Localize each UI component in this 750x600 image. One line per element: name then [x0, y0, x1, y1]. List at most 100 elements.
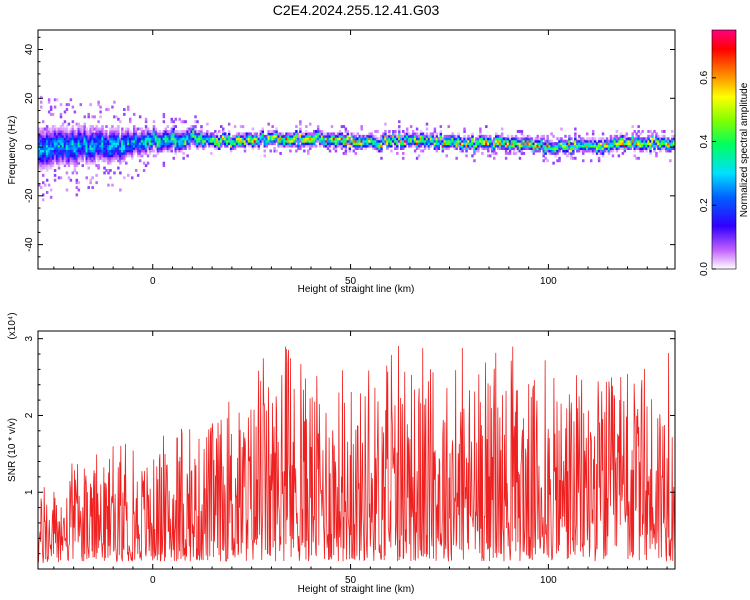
heatmap-cell — [45, 154, 49, 158]
heatmap-cell — [328, 139, 332, 143]
heatmap-cell — [601, 132, 605, 136]
heatmap-cell — [623, 139, 627, 143]
heatmap-cell — [431, 139, 435, 143]
heatmap-cell — [152, 154, 156, 158]
heatmap-cell — [275, 137, 278, 141]
heatmap-cell — [346, 134, 350, 138]
heatmap-cell — [65, 149, 69, 153]
snr-y-tick-label: 1 — [24, 489, 35, 495]
heatmap-cell — [188, 144, 191, 148]
heatmap-cell — [487, 154, 490, 158]
heatmap-cell — [73, 166, 77, 170]
heatmap-cell — [483, 139, 486, 143]
heatmap-cell — [245, 132, 249, 136]
heatmap-cell — [117, 127, 120, 131]
heatmap-cell — [49, 154, 53, 158]
heatmap-cell — [627, 139, 630, 143]
heatmap-cell — [447, 139, 450, 143]
heatmap-cell — [87, 137, 90, 141]
heatmap-cell — [53, 125, 57, 129]
heatmap-cell — [528, 134, 532, 138]
heatmap-cell — [97, 134, 100, 138]
heatmap-cell — [314, 132, 318, 136]
heatmap-cell — [63, 139, 67, 143]
heatmap-cell — [514, 137, 518, 141]
heatmap-cell — [154, 142, 158, 146]
heatmap-cell — [138, 142, 142, 146]
heatmap-cell — [570, 144, 573, 148]
heatmap-cell — [398, 134, 401, 138]
heatmap-cell — [144, 117, 148, 121]
heatmap-cell — [132, 127, 136, 131]
heatmap-cell — [45, 144, 49, 148]
heatmap-cell — [489, 139, 492, 143]
heatmap-cell — [73, 132, 77, 136]
heatmap-cell — [615, 137, 619, 141]
heatmap-cell — [344, 137, 348, 141]
heatmap-cell — [61, 125, 65, 129]
heatmap-cell — [303, 134, 306, 138]
heatmap-cell — [119, 156, 122, 160]
heatmap-cell — [451, 139, 454, 143]
heatmap-cell — [402, 137, 405, 141]
heatmap-cell — [623, 147, 627, 150]
heatmap-cell — [43, 159, 47, 163]
heatmap-cell — [502, 139, 506, 143]
heatmap-cell — [548, 144, 551, 148]
heatmap-cell — [95, 173, 98, 177]
heatmap-cell — [99, 156, 102, 160]
heatmap-cell — [65, 161, 69, 165]
heatmap-cell — [593, 144, 597, 148]
heatmap-cell — [89, 147, 92, 150]
heatmap-cell — [38, 164, 41, 168]
heatmap-cell — [392, 139, 395, 143]
heatmap-cell — [138, 115, 142, 119]
heatmap-cell — [530, 142, 534, 146]
heatmap-cell — [150, 129, 154, 133]
heatmap-cell — [473, 159, 476, 163]
heatmap-cell — [368, 144, 371, 148]
heatmap-cell — [198, 137, 201, 141]
heatmap-cell — [625, 139, 629, 143]
heatmap-cell — [77, 139, 81, 143]
heatmap-cell — [73, 161, 77, 165]
heatmap-cell — [69, 98, 73, 102]
heatmap-cell — [671, 134, 674, 138]
heatmap-cell — [71, 120, 75, 124]
heatmap-cell — [580, 137, 583, 141]
heatmap-cell — [597, 149, 601, 153]
heatmap-cell — [475, 139, 478, 143]
heatmap-cell — [481, 144, 484, 148]
heatmap-cell — [77, 181, 81, 185]
heatmap-cell — [69, 149, 73, 153]
heatmap-cell — [609, 149, 613, 153]
heatmap-cell — [111, 105, 114, 109]
heatmap-cell — [156, 149, 160, 153]
heatmap-cell — [186, 129, 189, 133]
heatmap-cell — [101, 151, 104, 155]
heatmap-cell — [162, 134, 166, 138]
heatmap-cell — [200, 142, 203, 146]
heatmap-cell — [487, 139, 490, 143]
heatmap-cell — [354, 144, 357, 148]
heatmap-cell — [38, 149, 41, 153]
heatmap-cell — [635, 147, 638, 150]
heatmap-cell — [111, 147, 114, 150]
heatmap-cell — [115, 134, 118, 138]
heatmap-cell — [489, 142, 492, 146]
heatmap-cell — [376, 147, 379, 150]
heatmap-cell — [322, 139, 326, 143]
heatmap-cell — [568, 134, 571, 138]
heatmap-cell — [103, 137, 106, 141]
heatmap-cell — [318, 139, 322, 143]
heatmap-cell — [144, 149, 148, 153]
heatmap-cell — [510, 134, 514, 138]
heatmap-cell — [386, 147, 389, 150]
heatmap-cell — [544, 139, 547, 143]
heatmap-cell — [95, 147, 98, 150]
heatmap-cell — [334, 134, 338, 138]
heatmap-cell — [170, 129, 174, 133]
heatmap-cell — [433, 147, 437, 150]
heatmap-cell — [550, 144, 553, 148]
heatmap-cell — [453, 147, 456, 150]
